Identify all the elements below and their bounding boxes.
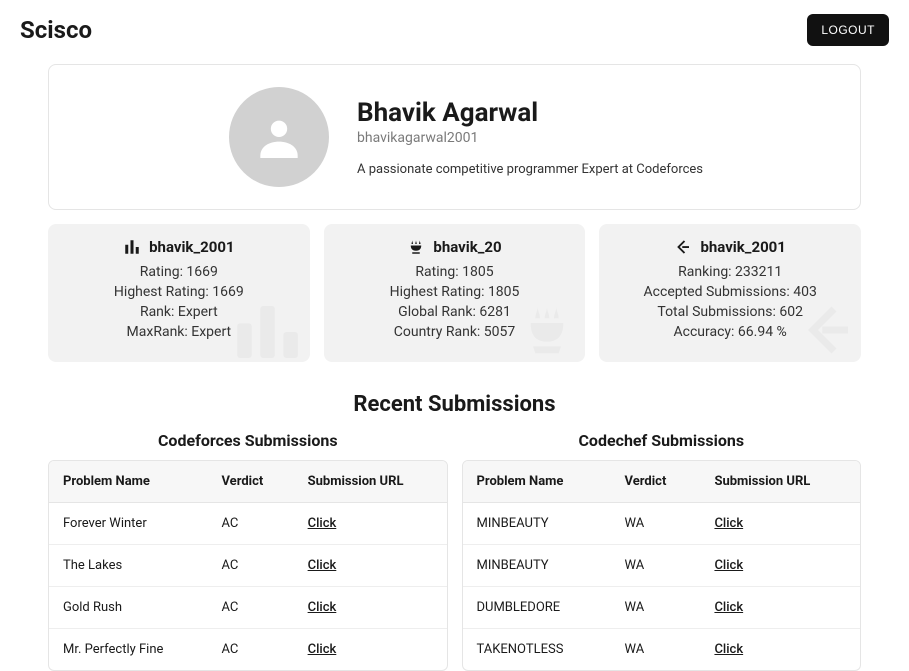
verdict: AC [207, 503, 293, 544]
col-url: Submission URL [700, 461, 860, 503]
col-verdict: Verdict [611, 461, 701, 503]
table-row: Forever WinterAC Click [49, 503, 447, 544]
table-row: Gold RushAC Click [49, 586, 447, 628]
profile-handle: bhavikagarwal2001 [357, 130, 703, 146]
col-url: Submission URL [294, 461, 447, 503]
verdict: AC [207, 586, 293, 628]
problem-name: MINBEAUTY [463, 503, 611, 544]
avatar [229, 87, 329, 187]
codechef-handle: bhavik_20 [433, 238, 501, 256]
table-row: TAKENOTLESSWA Click [463, 628, 861, 670]
stat-line: Rating: 1669 [58, 264, 300, 280]
table-row: MINBEAUTYWA Click [463, 503, 861, 544]
table-row: MINBEAUTYWA Click [463, 544, 861, 586]
col-verdict: Verdict [207, 461, 293, 503]
verdict: WA [611, 628, 701, 670]
profile-card: Bhavik Agarwal bhavikagarwal2001 A passi… [48, 64, 861, 210]
submission-link[interactable]: Click [308, 558, 337, 573]
problem-name: TAKENOTLESS [463, 628, 611, 670]
leetcode-card: bhavik_2001 Ranking: 233211 Accepted Sub… [599, 224, 861, 362]
recent-submissions-title: Recent Submissions [48, 392, 861, 417]
submission-link[interactable]: Click [714, 516, 743, 531]
codeforces-ghost-icon [234, 306, 304, 362]
profile-name: Bhavik Agarwal [357, 98, 703, 128]
col-problem: Problem Name [49, 461, 207, 503]
submission-link[interactable]: Click [714, 642, 743, 657]
stat-line: Ranking: 233211 [609, 264, 851, 280]
codechef-submissions: Codechef Submissions Problem Name Verdic… [462, 431, 862, 671]
col-problem: Problem Name [463, 461, 611, 503]
verdict: WA [611, 544, 701, 586]
leetcode-handle: bhavik_2001 [700, 238, 785, 256]
logout-button[interactable]: LOGOUT [807, 14, 889, 46]
table-row: The LakesAC Click [49, 544, 447, 586]
leetcode-icon [674, 238, 692, 256]
verdict: AC [207, 628, 293, 670]
submission-link[interactable]: Click [308, 600, 337, 615]
codeforces-icon [123, 238, 141, 256]
profile-bio: A passionate competitive programmer Expe… [357, 162, 703, 177]
codeforces-handle: bhavik_2001 [149, 238, 234, 256]
problem-name: MINBEAUTY [463, 544, 611, 586]
verdict: AC [207, 544, 293, 586]
codeforces-card: bhavik_2001 Rating: 1669 Highest Rating:… [48, 224, 310, 362]
problem-name: Gold Rush [49, 586, 207, 628]
submission-link[interactable]: Click [714, 600, 743, 615]
codechef-ghost-icon [515, 302, 579, 362]
submission-link[interactable]: Click [308, 642, 337, 657]
codeforces-sub-title: Codeforces Submissions [48, 431, 448, 450]
problem-name: Mr. Perfectly Fine [49, 628, 207, 670]
problem-name: DUMBLEDORE [463, 586, 611, 628]
brand-title: Scisco [20, 16, 92, 44]
table-row: Mr. Perfectly FineAC Click [49, 628, 447, 670]
submission-link[interactable]: Click [308, 516, 337, 531]
verdict: WA [611, 503, 701, 544]
leetcode-ghost-icon [799, 302, 855, 362]
codechef-sub-title: Codechef Submissions [462, 431, 862, 450]
stat-line: Accepted Submissions: 403 [609, 284, 851, 300]
stat-line: Rating: 1805 [334, 264, 576, 280]
codechef-card: bhavik_20 Rating: 1805 Highest Rating: 1… [324, 224, 586, 362]
stat-line: Highest Rating: 1669 [58, 284, 300, 300]
codechef-icon [407, 238, 425, 256]
stat-line: Highest Rating: 1805 [334, 284, 576, 300]
table-row: DUMBLEDOREWA Click [463, 586, 861, 628]
submission-link[interactable]: Click [714, 558, 743, 573]
problem-name: The Lakes [49, 544, 207, 586]
problem-name: Forever Winter [49, 503, 207, 544]
codeforces-submissions: Codeforces Submissions Problem Name Verd… [48, 431, 448, 671]
verdict: WA [611, 586, 701, 628]
